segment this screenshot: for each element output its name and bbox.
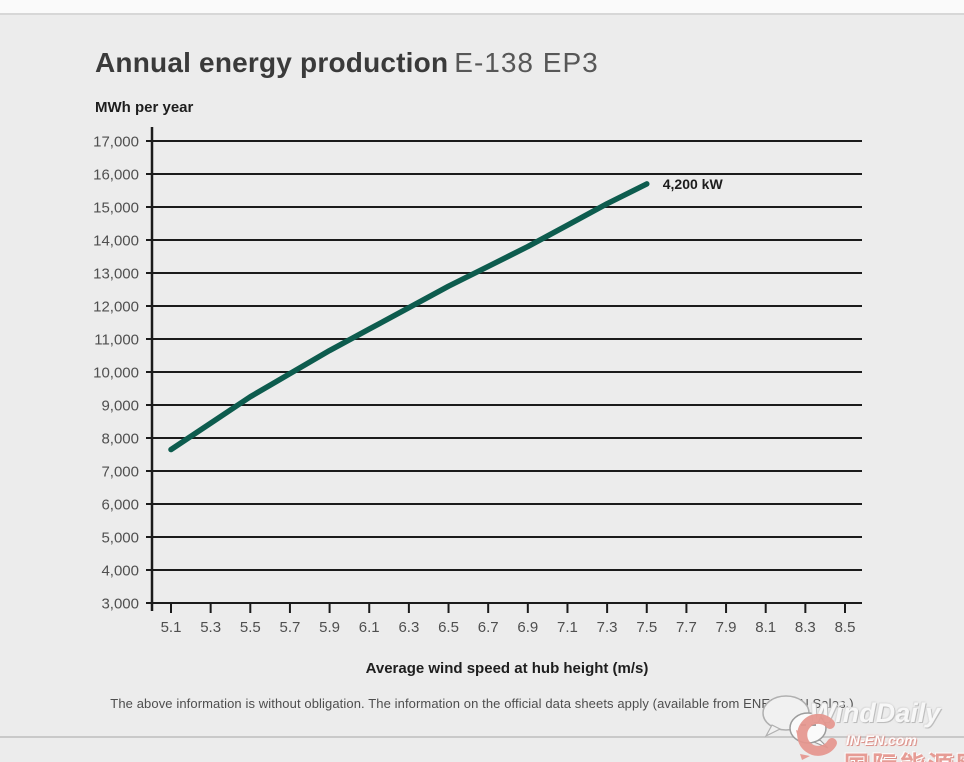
y-tick-label: 9,000	[101, 398, 139, 415]
x-tick-label: 7.5	[636, 619, 657, 636]
inen-swoosh-icon	[796, 713, 837, 760]
y-tick-label: 17,000	[93, 134, 139, 151]
x-tick-label: 5.9	[319, 619, 340, 636]
y-tick-label: 7,000	[101, 464, 139, 481]
y-tick-label: 11,000	[94, 332, 139, 349]
x-tick-label: 8.1	[755, 619, 776, 636]
x-tick-label: 7.9	[716, 619, 737, 636]
y-tick-label: 15,000	[93, 200, 139, 217]
y-tick-label: 16,000	[93, 167, 139, 184]
x-tick-label: 5.5	[240, 619, 261, 636]
page-title-model: E-138 EP3	[454, 47, 599, 78]
x-tick-label: 8.5	[835, 619, 856, 636]
top-strip	[0, 0, 964, 13]
y-tick-label: 12,000	[93, 299, 139, 316]
x-tick-label: 8.3	[795, 619, 816, 636]
x-tick-label: 6.7	[478, 619, 499, 636]
y-tick-label: 8,000	[101, 431, 139, 448]
y-tick-label: 5,000	[101, 530, 139, 547]
x-tick-label: 5.7	[280, 619, 301, 636]
inen-logo: IN-EN.com 国际能源网	[780, 706, 964, 762]
x-tick-label: 7.1	[557, 619, 578, 636]
x-tick-label: 6.5	[438, 619, 459, 636]
curve-annotation: 4,200 kW	[663, 176, 724, 192]
x-tick-label: 6.9	[517, 619, 538, 636]
x-tick-label: 6.3	[398, 619, 419, 636]
x-tick-label: 5.3	[200, 619, 221, 636]
bottom-divider	[0, 736, 964, 738]
x-tick-label: 7.7	[676, 619, 697, 636]
production-curve	[168, 181, 650, 453]
x-tick-label: 7.3	[597, 619, 618, 636]
y-tick-label: 4,000	[101, 563, 139, 580]
y-tick-label: 3,000	[101, 596, 139, 613]
page-title: Annual energy production E-138 EP3	[95, 46, 599, 80]
x-tick-label: 6.1	[359, 619, 380, 636]
y-tick-label: 6,000	[101, 497, 139, 514]
y-tick-label: 10,000	[93, 365, 139, 382]
page-title-main: Annual energy production	[95, 47, 449, 78]
inen-site-label: IN-EN.com	[846, 732, 917, 748]
x-tick-label: 5.1	[161, 619, 182, 636]
watermark: WindDaily IN-EN.com 国际能源网	[650, 688, 964, 762]
x-axis-title: Average wind speed at hub height (m/s)	[365, 660, 649, 677]
inen-cn-label: 国际能源网	[844, 746, 964, 762]
y-tick-label: 13,000	[93, 266, 139, 283]
y-axis-unit-label: MWh per year	[95, 99, 194, 116]
y-tick-label: 14,000	[93, 233, 139, 250]
disclaimer-text: The above information is without obligat…	[110, 696, 854, 711]
header-divider	[0, 13, 964, 15]
